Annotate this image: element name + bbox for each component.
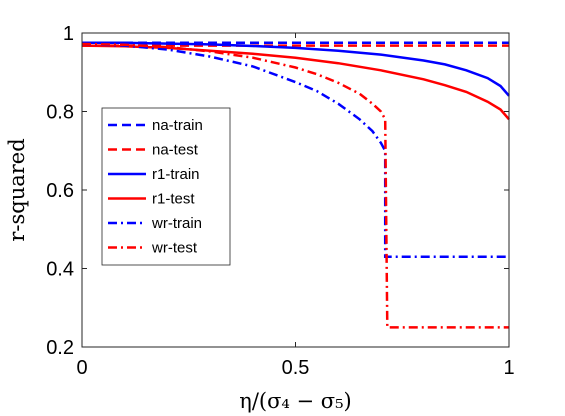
series-lines xyxy=(81,41,510,329)
legend-label-wr-test: wr-test xyxy=(151,240,198,257)
y-tick-label: 0.4 xyxy=(46,259,74,281)
legend: na-train na-test r1-train r1-test wr-train wr… xyxy=(101,107,231,266)
legend-label-r1-test: r1-test xyxy=(152,191,195,208)
y-tick-label: 0.6 xyxy=(46,180,74,202)
legend-label-r1-train: r1-train xyxy=(152,166,200,183)
y-tick-label: 1 xyxy=(63,23,74,45)
y-tick-label: 0.2 xyxy=(46,337,74,359)
x-axis-label: η/(σ₄ − σ₅) xyxy=(239,389,352,413)
legend-label-na-test: na-test xyxy=(152,142,199,159)
y-axis-label: r-squared xyxy=(5,138,29,241)
series-line-wr-train xyxy=(81,42,509,258)
legend-label-wr-train: wr-train xyxy=(151,215,202,232)
axis-ticks: 0 0.5 1 0.2 0.4 0.6 0.8 1 xyxy=(46,23,514,379)
x-tick-label: 0 xyxy=(76,357,87,379)
y-tick-label: 0.8 xyxy=(46,102,74,124)
x-tick-label: 0.5 xyxy=(282,357,310,379)
series-line-r1-train xyxy=(82,41,510,97)
series-line-wr-test xyxy=(81,42,509,329)
series-line-r1-test xyxy=(81,44,510,121)
legend-box xyxy=(101,107,231,266)
x-tick-label: 1 xyxy=(503,357,514,379)
legend-label-na-train: na-train xyxy=(152,117,203,134)
